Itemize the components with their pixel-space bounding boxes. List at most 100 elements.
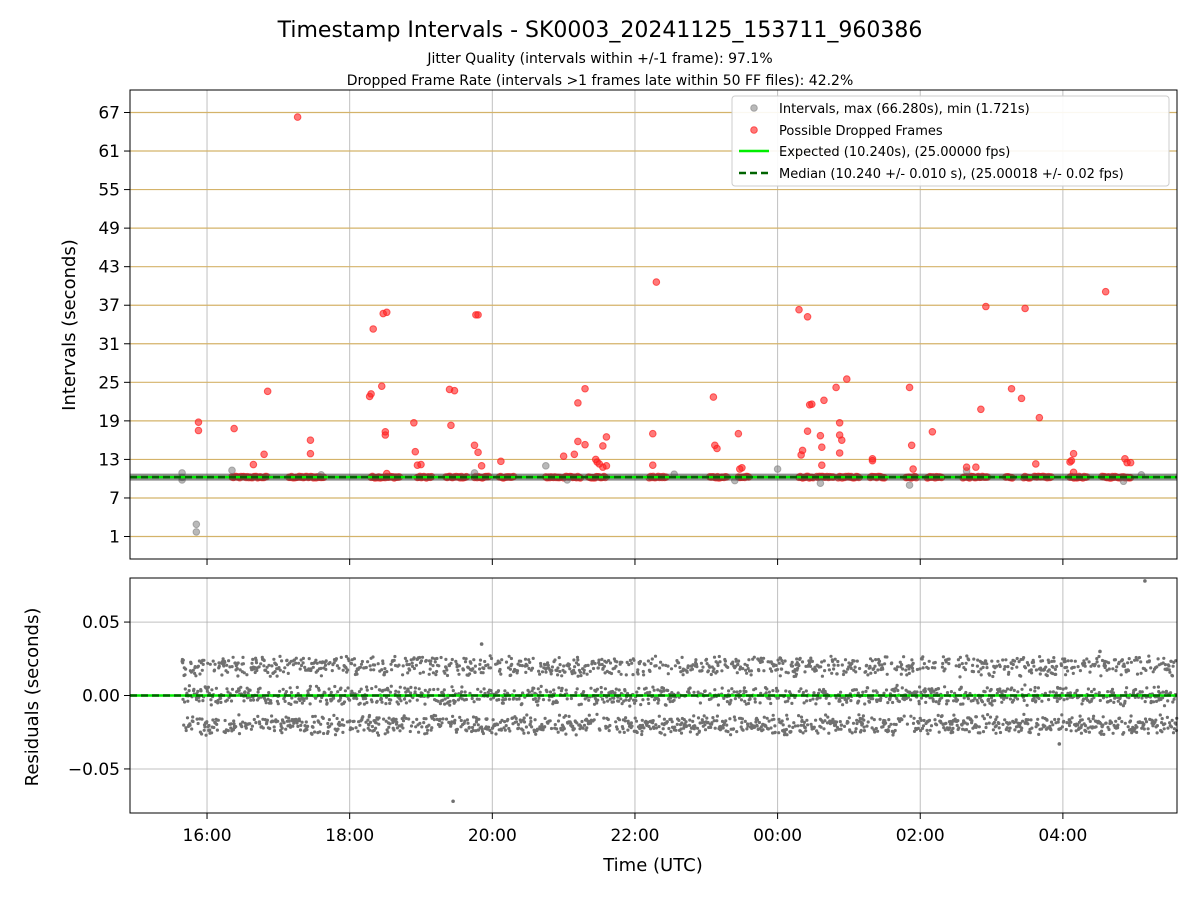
residual-point [1067, 723, 1072, 728]
residual-point [899, 672, 903, 676]
residual-point [374, 726, 378, 730]
residual-point [1074, 691, 1078, 695]
residual-point [549, 726, 554, 731]
residual-point [984, 722, 989, 726]
residual-point [399, 699, 403, 703]
residual-point [619, 672, 623, 676]
residual-point [232, 719, 236, 723]
residual-point [1020, 726, 1024, 730]
residual-point [358, 723, 362, 727]
residual-point [191, 715, 195, 719]
residual-point [398, 685, 402, 689]
residual-point [1171, 700, 1175, 704]
residual-point [413, 690, 417, 694]
residual-point [1123, 721, 1127, 725]
residual-point [634, 699, 638, 703]
residual-point [819, 665, 823, 669]
residual-point [1029, 668, 1033, 672]
residual-point [748, 697, 752, 701]
residual-point [272, 729, 277, 733]
residual-point [697, 729, 702, 733]
residual-point [1080, 718, 1084, 722]
residual-point [621, 727, 625, 731]
residual-point [609, 671, 614, 676]
residual-point [522, 720, 527, 724]
residual-point [557, 713, 562, 717]
residual-point [868, 665, 872, 670]
residual-point [1119, 702, 1123, 706]
residual-point [181, 697, 185, 701]
residual-point [661, 663, 665, 667]
residual-point [265, 665, 269, 669]
residual-point [539, 664, 543, 668]
residual-point [1078, 669, 1082, 673]
residual-point [1018, 721, 1023, 725]
residual-point [962, 696, 966, 700]
residual-point [884, 721, 888, 725]
residual-point [1083, 664, 1087, 668]
residual-point [529, 716, 533, 720]
residual-point [407, 662, 411, 667]
residual-point [636, 668, 640, 672]
residual-point [956, 658, 961, 662]
residual-point [1126, 725, 1130, 729]
residual-point [284, 727, 288, 731]
residual-point [635, 730, 639, 735]
dropped-frame-point [602, 462, 611, 470]
residual-point [479, 690, 483, 694]
residual-point [1051, 665, 1055, 669]
residual-point [341, 730, 345, 735]
residual-point [836, 659, 840, 664]
residual-point [963, 668, 968, 672]
residual-point [434, 673, 438, 677]
residual-point [654, 726, 659, 730]
residual-point [225, 663, 229, 667]
residual-point [417, 730, 421, 734]
residual-point [354, 669, 358, 674]
residual-point [203, 725, 207, 729]
residual-point [608, 723, 612, 728]
residual-point [336, 690, 340, 694]
residual-point [443, 702, 447, 706]
residual-point [1101, 715, 1105, 719]
residual-point [853, 730, 858, 734]
residual-point [444, 717, 449, 721]
residual-point [640, 729, 644, 733]
dropped-frame-point [570, 450, 579, 459]
residual-point [587, 698, 591, 702]
residual-point [861, 690, 865, 694]
residual-point [533, 718, 537, 722]
residual-point [184, 667, 188, 671]
residual-point [836, 663, 840, 667]
dropped-frame-point [835, 418, 844, 427]
dropped-frame-point [306, 436, 315, 444]
residual-point [1039, 668, 1043, 672]
residual-point [376, 733, 381, 737]
residual-point [808, 698, 812, 703]
residual-point [1092, 687, 1096, 692]
residual-point [743, 699, 747, 704]
residual-point [565, 697, 569, 701]
residual-point [965, 722, 970, 726]
residual-point [874, 726, 878, 731]
residual-point [1115, 665, 1119, 669]
residual-point [1139, 671, 1143, 675]
residual-point [553, 723, 557, 727]
residual-point [1162, 704, 1167, 708]
residual-point [1164, 689, 1168, 693]
residual-point [870, 726, 874, 730]
residual-point [700, 718, 704, 722]
residual-point [387, 716, 391, 720]
residual-point [423, 688, 427, 693]
x-tick-label: 04:00 [1038, 826, 1087, 846]
residual-point [964, 690, 968, 695]
residual-point [917, 721, 921, 725]
residual-point [657, 725, 661, 729]
residual-point [823, 669, 827, 673]
residual-point [472, 723, 476, 727]
residual-point [924, 700, 928, 705]
residual-point [834, 696, 838, 700]
residual-point [567, 714, 571, 719]
residual-point [386, 730, 390, 734]
residuals-y-ticks: 0.050.00−0.05 [68, 613, 130, 780]
